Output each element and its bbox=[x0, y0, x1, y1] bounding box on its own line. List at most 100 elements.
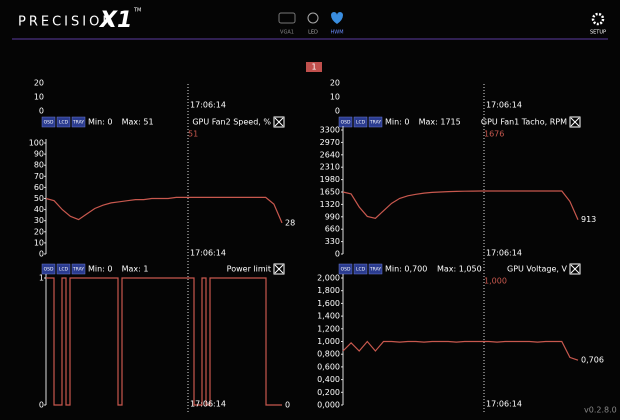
osd-icon-label: LCD bbox=[356, 267, 366, 273]
y-tick-label: 20 bbox=[34, 227, 44, 236]
osd-icon-label: TRAY bbox=[369, 267, 381, 273]
sensor-name: GPU Fan1 Tacho, RPM bbox=[481, 118, 567, 127]
version: v0.2.8.0 bbox=[584, 406, 617, 415]
y-tick-label: 10 bbox=[330, 93, 340, 102]
y-tick-label: 0 bbox=[335, 107, 340, 116]
timestamp: 17:06:14 bbox=[486, 400, 522, 409]
tab-label[interactable]: HWM bbox=[330, 30, 343, 36]
osd-icon-label: OSD bbox=[341, 120, 351, 126]
y-tick-label: 1650 bbox=[320, 188, 340, 197]
y-tick-label: 0,000 bbox=[317, 401, 340, 410]
y-tick-label: 1320 bbox=[320, 200, 340, 209]
sensor-line bbox=[342, 340, 579, 361]
page-badge[interactable] bbox=[306, 62, 322, 72]
osd-icon bbox=[41, 263, 56, 275]
osd-icon-label: OSD bbox=[44, 267, 54, 273]
y-tick-label: 70 bbox=[34, 172, 44, 181]
y-tick-label: 0 bbox=[39, 250, 44, 259]
y-tick-label: 90 bbox=[34, 150, 44, 159]
timestamp: 17:06:14 bbox=[486, 101, 522, 110]
y-tick-label: 20 bbox=[330, 79, 340, 88]
max-label: Max: 1,050 bbox=[437, 265, 482, 274]
y-tick-label: 3300 bbox=[320, 126, 340, 135]
max-label: Max: 1 bbox=[122, 265, 149, 274]
sensor-line bbox=[342, 190, 579, 220]
y-tick-label: 0,400 bbox=[317, 375, 340, 384]
y-tick-label: 2,000 bbox=[317, 274, 340, 283]
end-value: 0 bbox=[285, 401, 290, 410]
current-value: 1,000 bbox=[484, 277, 507, 286]
y-tick-label: 330 bbox=[325, 237, 340, 246]
close-box bbox=[569, 263, 581, 275]
tab-icon[interactable] bbox=[278, 12, 296, 24]
osd-icon bbox=[353, 116, 368, 128]
y-tick-label: 990 bbox=[325, 212, 340, 221]
close-box bbox=[274, 264, 284, 274]
setup-icon[interactable] bbox=[591, 12, 605, 26]
end-value: 28 bbox=[285, 218, 295, 227]
osd-icon-label: LCD bbox=[59, 267, 69, 273]
timestamp: 17:06:14 bbox=[190, 101, 226, 110]
tab-label[interactable]: VGA1 bbox=[280, 30, 294, 36]
osd-icon-label: LCD bbox=[356, 120, 366, 126]
end-value: 0,706 bbox=[581, 356, 604, 365]
osd-icon-label: TRAY bbox=[72, 267, 84, 273]
y-tick-label: 0,800 bbox=[317, 350, 340, 359]
setup-label[interactable]: SETUP bbox=[590, 30, 606, 36]
y-tick-label: 10 bbox=[34, 238, 44, 247]
y-tick-label: 80 bbox=[34, 161, 44, 170]
timestamp: 17:06:14 bbox=[190, 249, 226, 258]
close-box bbox=[570, 117, 580, 127]
y-tick-label: 60 bbox=[34, 183, 44, 192]
y-tick-label: 1980 bbox=[320, 175, 340, 184]
y-tick-label: 0 bbox=[39, 107, 44, 116]
min-label: Min: 0 bbox=[88, 265, 113, 274]
current-value: 1676 bbox=[484, 130, 504, 139]
tab-icon[interactable] bbox=[331, 12, 343, 24]
osd-icon bbox=[41, 116, 56, 128]
logo-x1: X1 bbox=[98, 8, 132, 33]
logo: PRECISION bbox=[18, 15, 115, 30]
osd-icon bbox=[353, 263, 368, 275]
tab-label[interactable]: LED bbox=[308, 30, 318, 36]
osd-icon bbox=[338, 116, 353, 128]
trademark: TM bbox=[133, 8, 141, 14]
osd-icon bbox=[338, 263, 353, 275]
close-box bbox=[273, 116, 285, 128]
tab-icon[interactable] bbox=[307, 12, 319, 24]
y-tick-label: 1,600 bbox=[317, 299, 340, 308]
y-tick-label: 1,800 bbox=[317, 286, 340, 295]
y-tick-label: 0,200 bbox=[317, 388, 340, 397]
min-label: Min: 0 bbox=[88, 118, 113, 127]
osd-icon bbox=[71, 263, 86, 275]
y-tick-label: 50 bbox=[34, 194, 44, 203]
y-tick-label: 1,200 bbox=[317, 324, 340, 333]
sensor-name: GPU Voltage, V bbox=[507, 265, 568, 274]
timestamp: 17:06:14 bbox=[486, 249, 522, 258]
y-tick-label: 0 bbox=[335, 250, 340, 259]
y-tick-label: 40 bbox=[34, 205, 44, 214]
close-box bbox=[273, 263, 285, 275]
y-tick-label: 2970 bbox=[320, 138, 340, 147]
sensor-line bbox=[45, 196, 283, 224]
y-tick-label: 0,600 bbox=[317, 362, 340, 371]
osd-icon bbox=[368, 116, 383, 128]
end-value: 913 bbox=[581, 215, 596, 224]
osd-icon-label: TRAY bbox=[369, 120, 381, 126]
close-box bbox=[570, 264, 580, 274]
osd-icon bbox=[71, 116, 86, 128]
y-tick-label: 660 bbox=[325, 225, 340, 234]
sensor-line bbox=[46, 277, 282, 406]
max-label: Max: 51 bbox=[122, 118, 154, 127]
page-badge-label[interactable]: 1 bbox=[311, 63, 316, 72]
y-tick-label: 10 bbox=[34, 93, 44, 102]
osd-icon-label: OSD bbox=[341, 267, 351, 273]
current-value: 51 bbox=[188, 130, 198, 139]
osd-icon-label: OSD bbox=[44, 120, 54, 126]
close-box bbox=[569, 116, 581, 128]
y-tick-label: 20 bbox=[34, 79, 44, 88]
timestamp: 17:06:14 bbox=[190, 400, 226, 409]
max-label: Max: 1715 bbox=[419, 118, 461, 127]
